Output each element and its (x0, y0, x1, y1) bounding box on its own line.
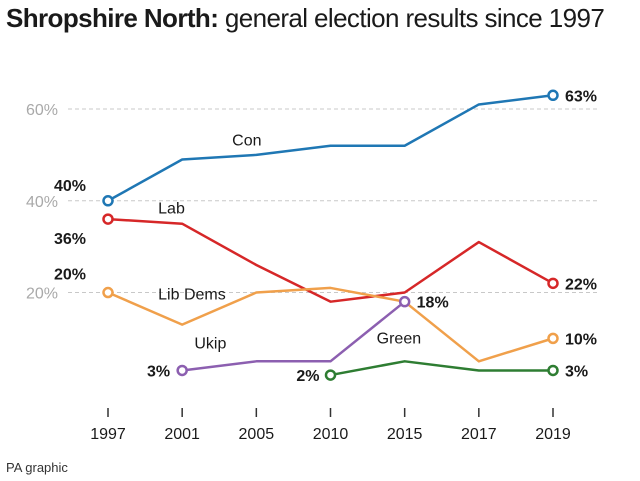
marker-con-start (102, 195, 114, 207)
source-credit: PA graphic (6, 460, 68, 475)
x-axis: 1997 2001 2005 2010 2015 2017 2019 (90, 408, 571, 443)
series-line-con (107, 94, 554, 202)
value-label-con-end: 63% (565, 88, 597, 105)
series-line-green (330, 360, 553, 377)
x-tick-label: 1997 (90, 426, 126, 443)
x-tick-label: 2005 (239, 426, 275, 443)
series-lines (102, 89, 559, 381)
chart-title: Shropshire North: general election resul… (6, 2, 605, 34)
series-line-lib-dems (107, 286, 554, 363)
x-tick-label: 2017 (461, 426, 497, 443)
marker-ukip-start (176, 364, 188, 377)
series-name-lib-dems: Lib Dems (158, 287, 226, 304)
marker-lab-end (547, 277, 559, 290)
marker-lib-dems-end (547, 332, 559, 345)
marker-lab-start (102, 213, 114, 225)
series-line-lab (107, 217, 554, 303)
value-label-lib-dems-end: 10% (565, 331, 597, 348)
marker-ukip-end (398, 295, 411, 308)
x-tick-label: 2019 (535, 426, 571, 443)
chart-labels: Con 40% 63% Lab 36% 22% Lib Dems 20% 10% Ukip 3% 18… (54, 88, 597, 385)
gridlines: 60% 40% 20% (26, 102, 598, 303)
series-line-ukip (182, 300, 406, 372)
marker-green-end (547, 364, 559, 377)
value-label-green-end: 3% (565, 363, 588, 380)
value-label-con-start: 40% (54, 178, 86, 195)
marker-green-start (324, 369, 337, 381)
x-tick-label: 2001 (164, 426, 200, 443)
y-tick-label: 40% (26, 194, 58, 211)
value-label-lib-dems-start: 20% (54, 267, 86, 284)
series-name-con: Con (232, 132, 261, 149)
series-name-green: Green (377, 330, 421, 347)
x-tick-label: 2015 (387, 426, 423, 443)
value-label-ukip-start: 3% (147, 363, 170, 380)
value-label-lab-end: 22% (565, 276, 597, 293)
y-tick-label: 60% (26, 102, 58, 119)
title-subtitle: general election results since 1997 (218, 3, 605, 33)
value-label-lab-start: 36% (54, 231, 86, 248)
title-constituency: Shropshire North: (6, 3, 219, 33)
value-label-ukip-end: 18% (417, 295, 449, 312)
x-tick-label: 2010 (313, 426, 349, 443)
y-tick-label: 20% (26, 286, 58, 303)
marker-lib-dems-start (102, 286, 114, 299)
series-name-ukip: Ukip (194, 335, 226, 352)
marker-con-end (547, 89, 559, 102)
series-name-lab: Lab (158, 201, 185, 218)
value-label-green-start: 2% (296, 368, 319, 385)
